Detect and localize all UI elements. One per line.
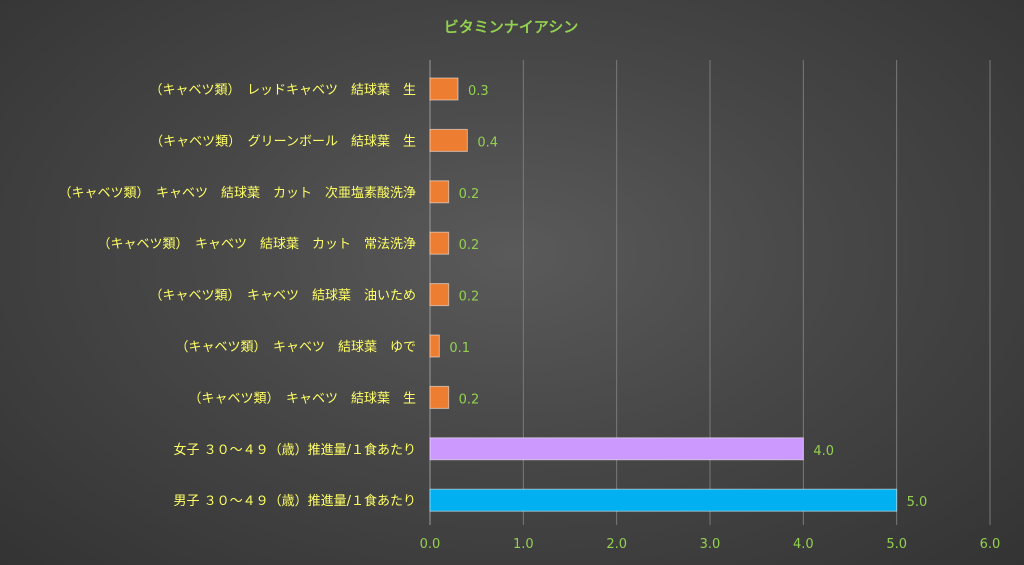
category-label: （キャベツ類） キャベツ 結球葉 カット 次亜塩素酸洗浄 bbox=[58, 185, 416, 201]
category-label: （キャベツ類） キャベツ 結球葉 生 bbox=[188, 391, 416, 406]
bars bbox=[429, 77, 898, 512]
data-label: 0.3 bbox=[468, 84, 489, 99]
bar bbox=[429, 437, 804, 461]
category-label: （キャベツ類） レッドキャベツ 結球葉 生 bbox=[149, 83, 416, 98]
x-tick-label: 3.0 bbox=[700, 537, 721, 552]
category-label: （キャベツ類） キャベツ 結球葉 カット 常法洗浄 bbox=[97, 237, 416, 252]
x-tick-label: 5.0 bbox=[886, 537, 907, 552]
data-label: 5.0 bbox=[907, 495, 928, 510]
bar bbox=[429, 488, 898, 512]
bar bbox=[429, 231, 450, 255]
category-label: （キャベツ類） キャベツ 結球葉 ゆで bbox=[175, 340, 416, 355]
x-tick-label: 1.0 bbox=[513, 537, 534, 552]
bar bbox=[429, 128, 468, 152]
bar bbox=[429, 283, 450, 307]
data-label: 4.0 bbox=[813, 444, 834, 459]
chart-title: ビタミンナイアシン bbox=[444, 18, 578, 36]
category-label: （キャベツ類） キャベツ 結球葉 油いため bbox=[149, 289, 416, 304]
x-tick-label: 2.0 bbox=[606, 537, 627, 552]
data-label: 0.2 bbox=[459, 392, 480, 407]
category-label: 男子 ３０～４９（歳）推進量/１食あたり bbox=[173, 493, 416, 509]
bar bbox=[429, 77, 459, 101]
data-labels: 0.3 0.4 0.2 0.2 0.2 0.1 0.2 4.0 5.0 bbox=[449, 84, 927, 510]
data-label: 0.2 bbox=[459, 238, 480, 253]
category-labels: （キャベツ類） レッドキャベツ 結球葉 生 （キャベツ類） グリーンボール 結球葉… bbox=[58, 83, 416, 509]
x-axis-ticks: 0.0 1.0 2.0 3.0 4.0 5.0 6.0 bbox=[420, 537, 1001, 552]
data-label: 0.4 bbox=[477, 135, 498, 150]
bar bbox=[429, 180, 450, 204]
x-tick-label: 6.0 bbox=[980, 537, 1001, 552]
data-label: 0.2 bbox=[459, 290, 480, 305]
bar bbox=[429, 334, 440, 358]
data-label: 0.1 bbox=[449, 341, 470, 356]
x-tick-label: 4.0 bbox=[793, 537, 814, 552]
data-label: 0.2 bbox=[459, 187, 480, 202]
category-label: 女子 ３０～４９（歳）推進量/１食あたり bbox=[173, 442, 416, 458]
bar bbox=[429, 385, 450, 409]
category-label: （キャベツ類） グリーンボール 結球葉 生 bbox=[150, 134, 416, 149]
x-tick-label: 0.0 bbox=[420, 537, 441, 552]
